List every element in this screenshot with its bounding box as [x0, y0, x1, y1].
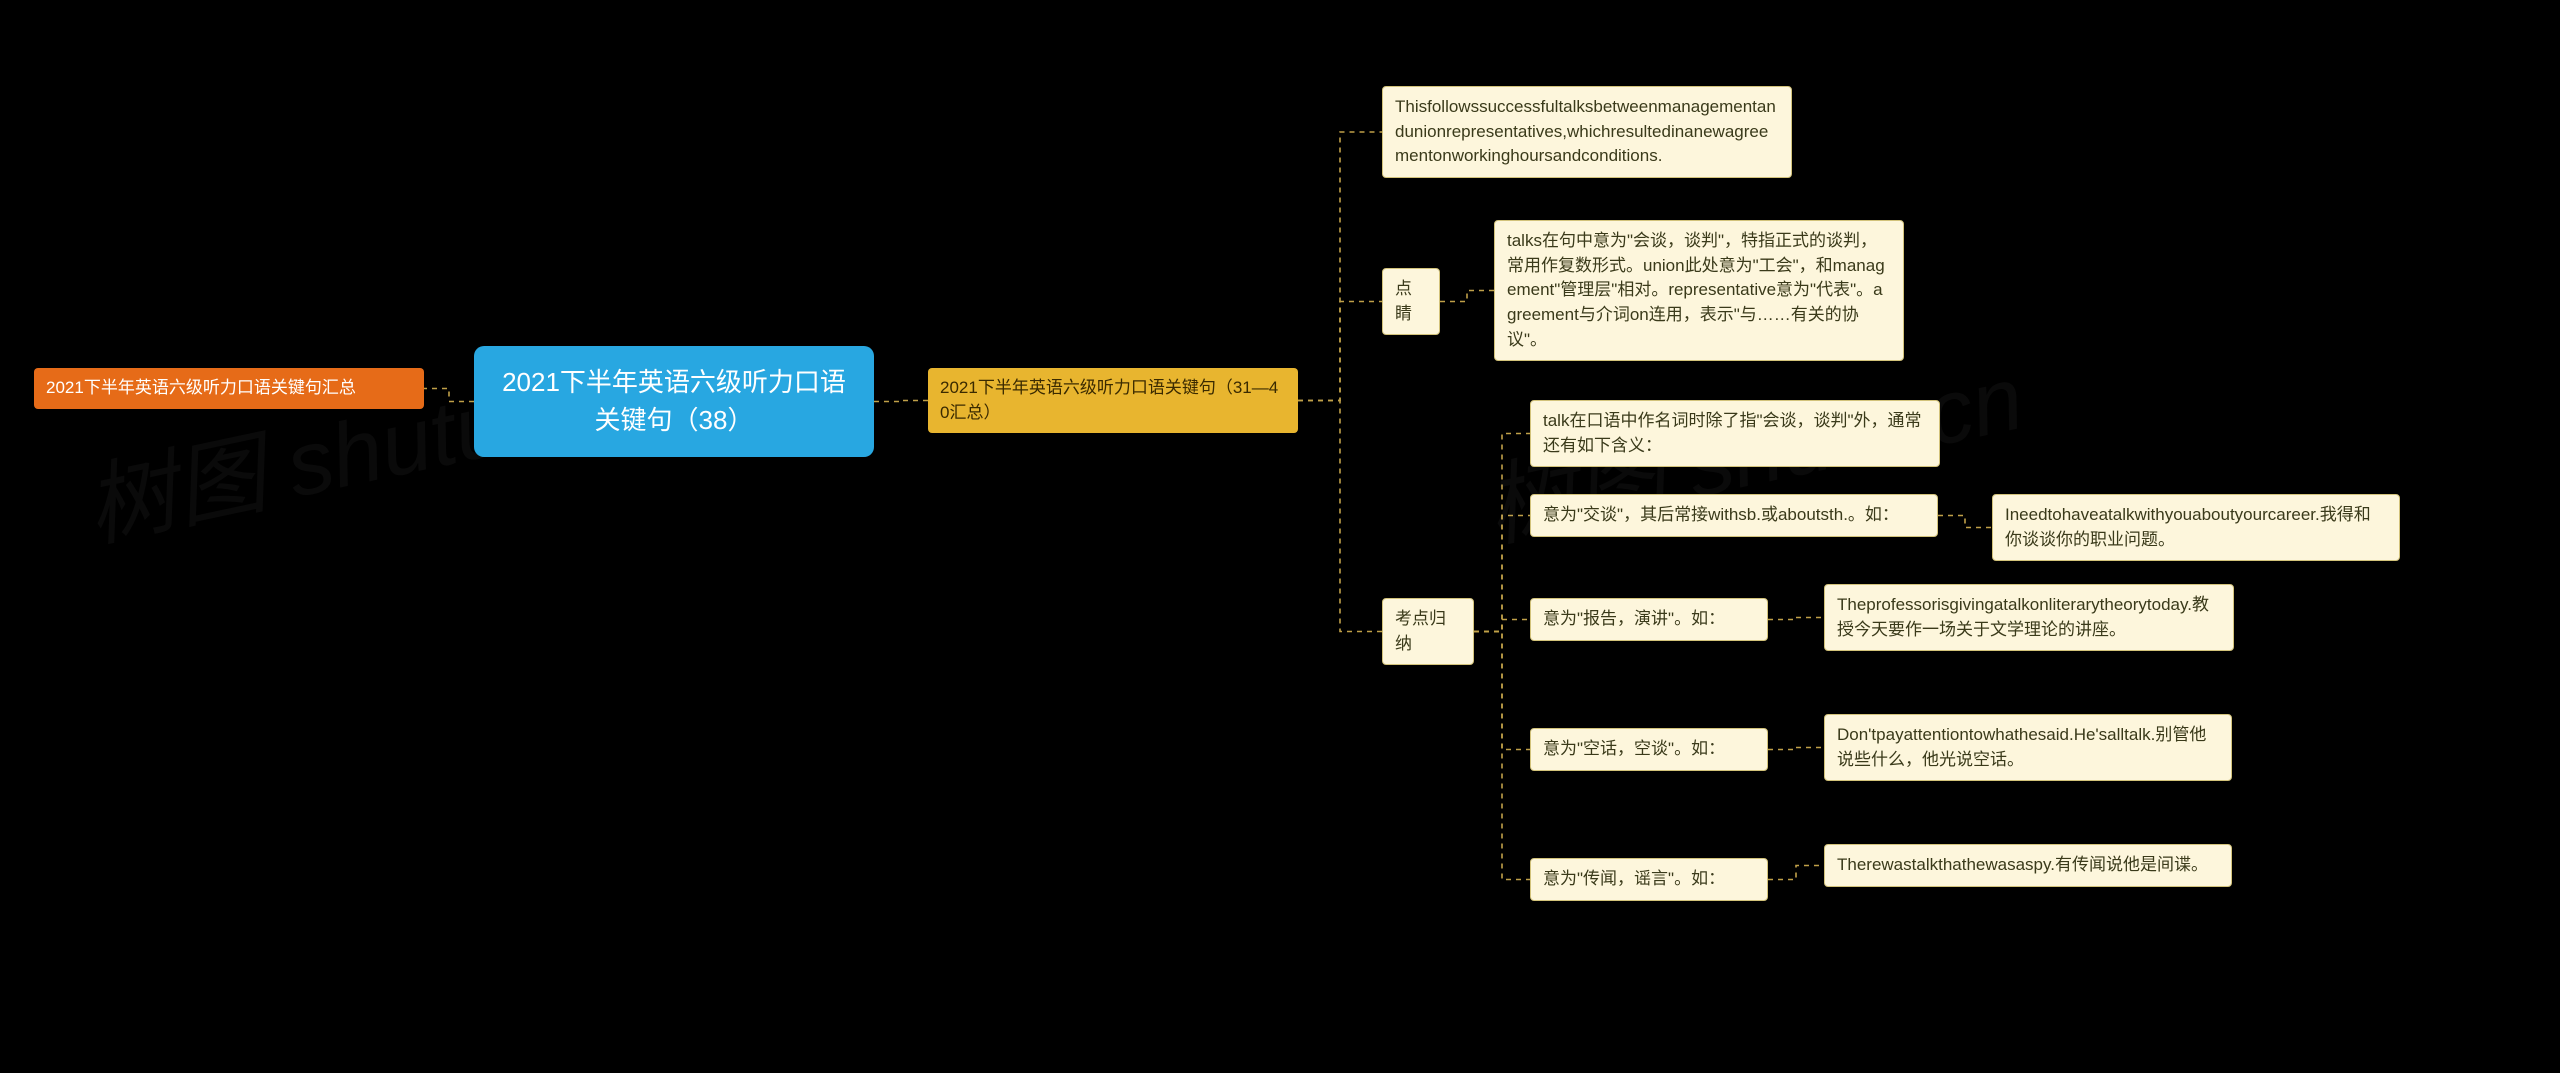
node-n_en[interactable]: Thisfollowssuccessfultalksbetweenmanagem…	[1382, 86, 1792, 178]
node-n_tk[interactable]: talk在口语中作名词时除了指"会谈，谈判"外，通常还有如下含义：	[1530, 400, 1940, 467]
node-rsum[interactable]: 2021下半年英语六级听力口语关键句（31—40汇总）	[928, 368, 1298, 433]
node-n_kd[interactable]: 考点归纳	[1382, 598, 1474, 665]
node-left[interactable]: 2021下半年英语六级听力口语关键句汇总	[34, 368, 424, 409]
node-n_e4[interactable]: Therewastalkthathewasaspy.有传闻说他是间谍。	[1824, 844, 2232, 887]
mindmap-canvas: 树图 shutu.cn树图 shutu.cn2021下半年英语六级听力口语关键句…	[0, 0, 2560, 1073]
node-n_m2[interactable]: 意为"报告，演讲"。如：	[1530, 598, 1768, 641]
node-n_m4[interactable]: 意为"传闻，谣言"。如：	[1530, 858, 1768, 901]
node-n_e2[interactable]: Theprofessorisgivingatalkonliterarytheor…	[1824, 584, 2234, 651]
node-n_m3[interactable]: 意为"空话，空谈"。如：	[1530, 728, 1768, 771]
node-n_m1[interactable]: 意为"交谈"，其后常接withsb.或aboutsth.。如：	[1530, 494, 1938, 537]
node-n_dj[interactable]: 点睛	[1382, 268, 1440, 335]
node-n_e1[interactable]: Ineedtohaveatalkwithyouaboutyourcareer.我…	[1992, 494, 2400, 561]
node-n_dj1[interactable]: talks在句中意为"会谈，谈判"，特指正式的谈判，常用作复数形式。union此…	[1494, 220, 1904, 361]
node-n_e3[interactable]: Don'tpayattentiontowhathesaid.He'salltal…	[1824, 714, 2232, 781]
node-root[interactable]: 2021下半年英语六级听力口语关键句（38）	[474, 346, 874, 457]
